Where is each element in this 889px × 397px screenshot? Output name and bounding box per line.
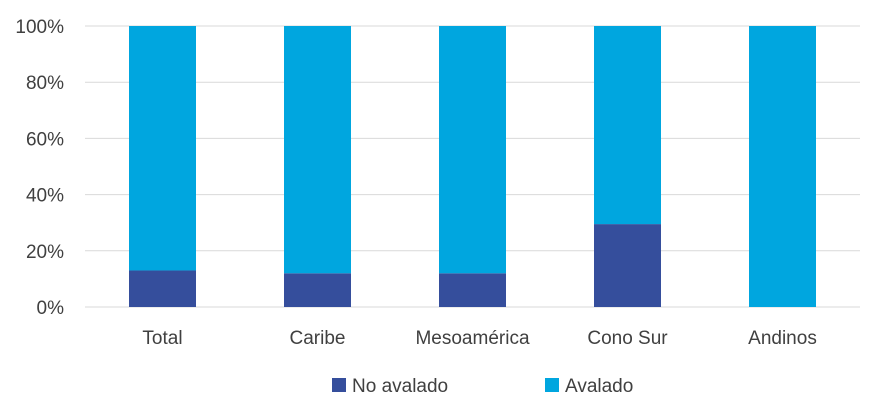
category-label: Total [142,328,182,349]
legend-swatch [545,378,559,392]
bar-avalado-2 [439,26,506,274]
bar-avalado-4 [749,26,816,307]
y-axis-tick-labels: 0% 20% 40% 60% 80% 100% [15,17,64,319]
bar-no-avalado-2 [439,273,506,307]
category-label: Cono Sur [587,328,668,349]
bar-avalado-3 [594,26,661,225]
bar-no-avalado-0 [129,270,196,307]
bar-avalado-0 [129,26,196,271]
bars [129,26,816,307]
y-tick-label: 0% [37,298,65,319]
legend-swatch [332,378,346,392]
y-tick-label: 100% [15,17,64,38]
category-label: Caribe [290,328,346,349]
legend-label: Avalado [565,376,633,397]
bar-no-avalado-1 [284,273,351,307]
legend: No avalado Avalado [332,376,633,397]
legend-label: No avalado [352,376,448,397]
category-label: Andinos [748,328,817,349]
x-axis-category-labels: Total Caribe Mesoamérica Cono Sur Andinos [142,328,816,349]
category-label: Mesoamérica [415,328,529,349]
bar-no-avalado-3 [594,224,661,307]
bar-avalado-1 [284,26,351,274]
y-tick-label: 80% [26,73,64,94]
y-tick-label: 20% [26,242,64,263]
y-tick-label: 60% [26,129,64,150]
y-tick-label: 40% [26,186,64,207]
